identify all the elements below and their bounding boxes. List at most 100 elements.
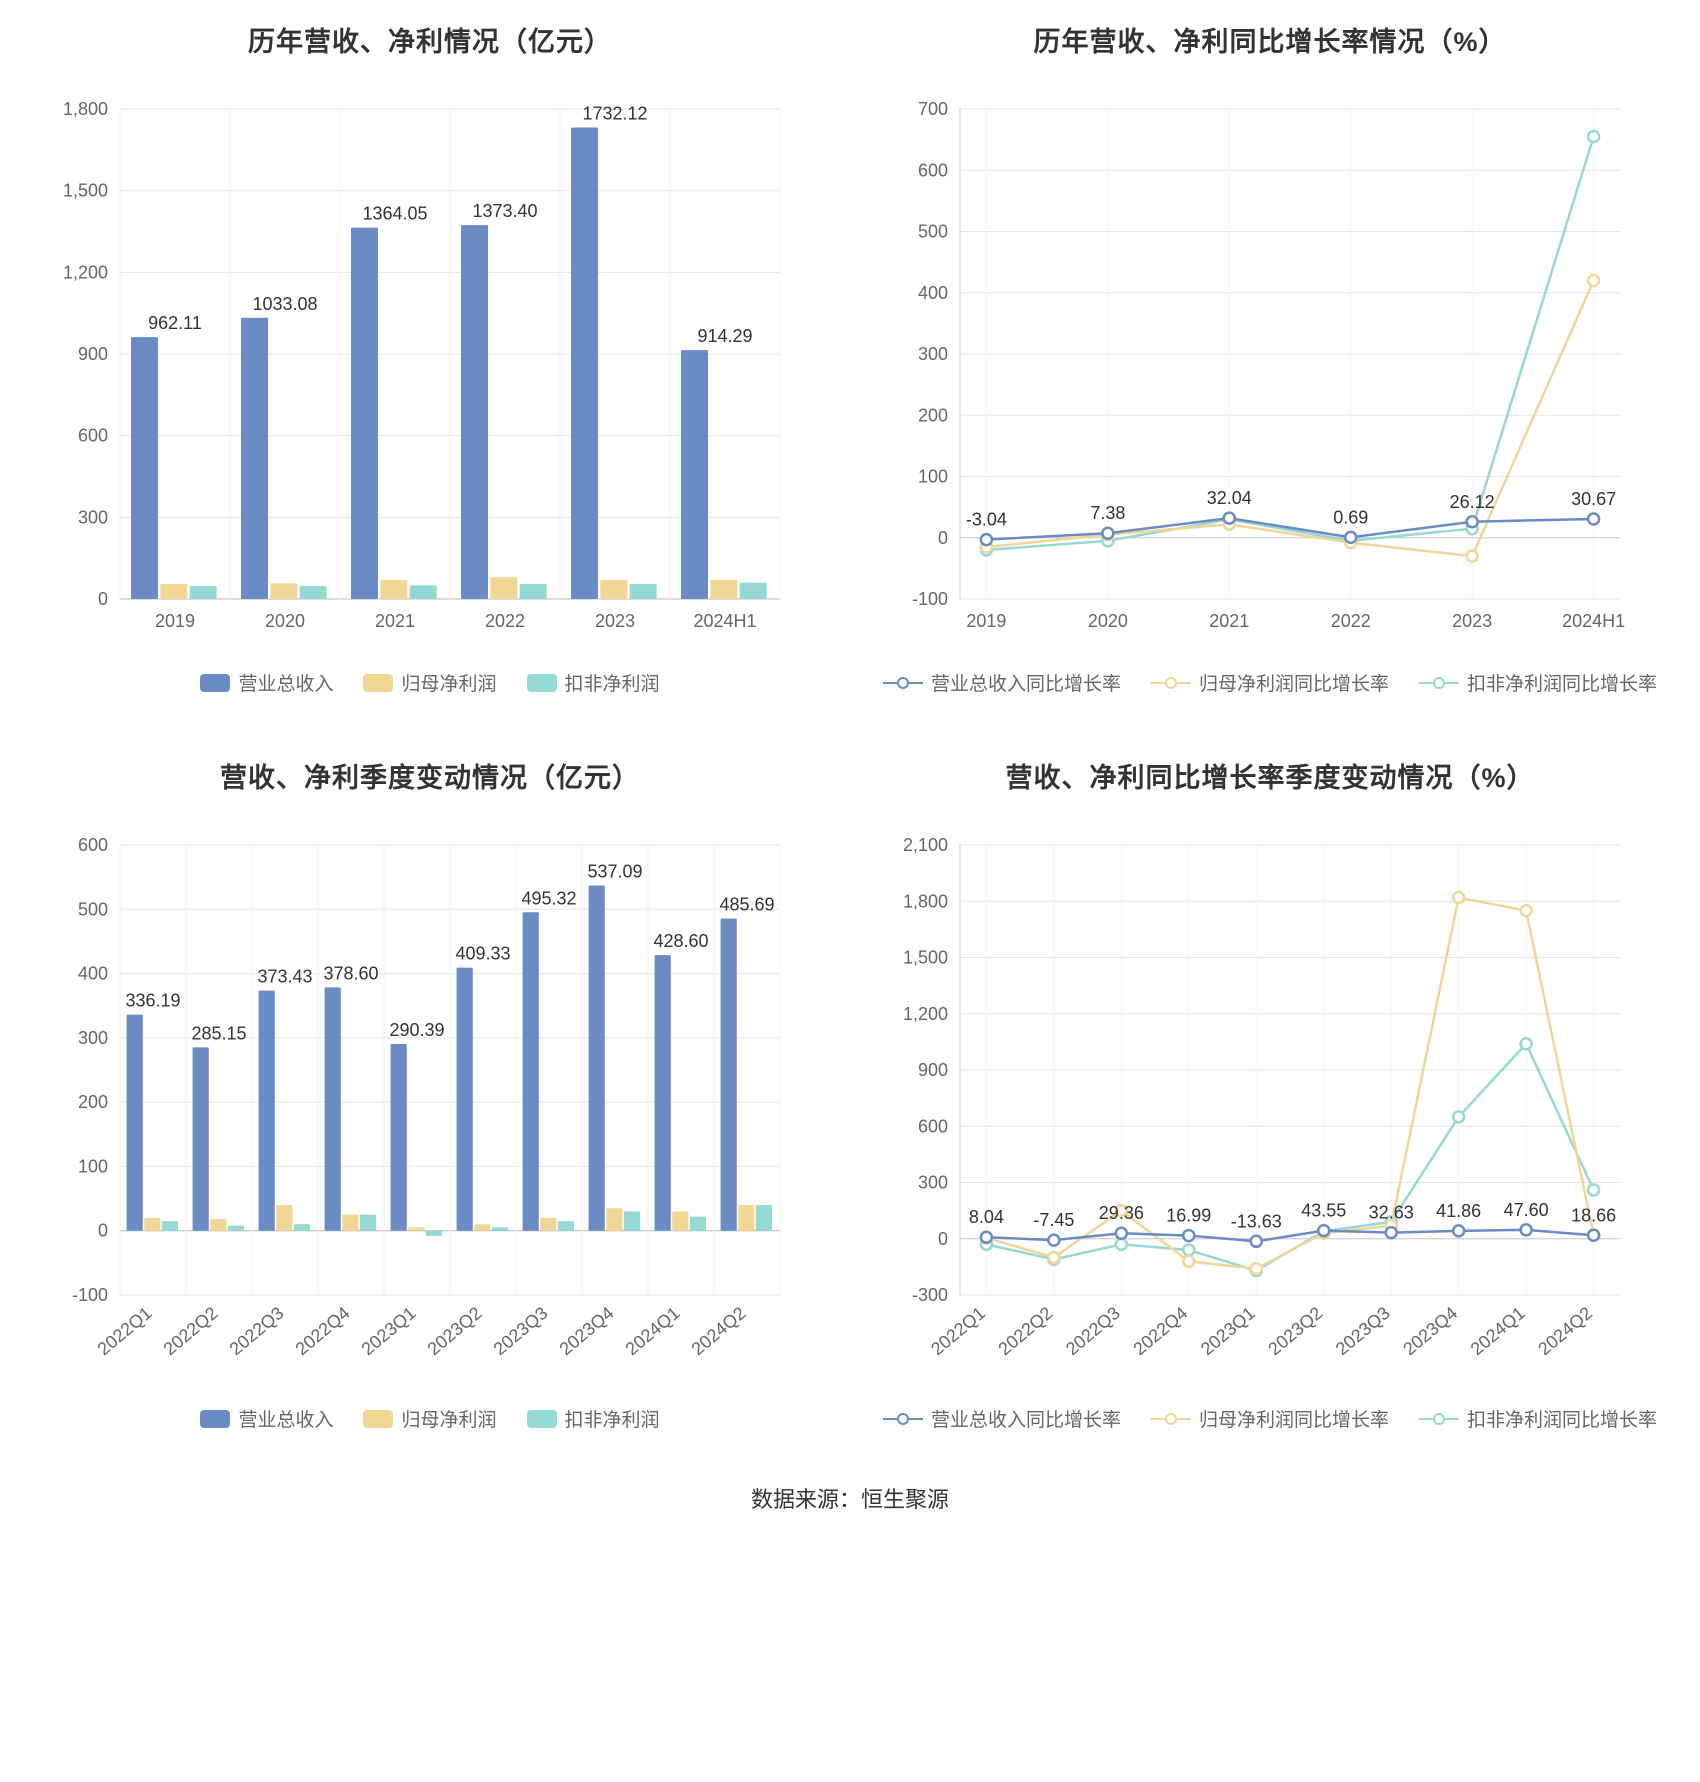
chart-grid: 历年营收、净利情况（亿元） 0 300 600 900 1,200 1,500 1,800 2…: [40, 20, 1660, 1432]
svg-text:378.60: 378.60: [323, 963, 378, 983]
legend-item: 归母净利润同比增长率: [1151, 1405, 1389, 1432]
legend-item: 归母净利润: [363, 669, 496, 696]
svg-text:2022: 2022: [1331, 611, 1371, 631]
panel-tl: 历年营收、净利情况（亿元） 03006009001,2001,5001,8002…: [40, 20, 820, 696]
svg-text:900: 900: [918, 1060, 948, 1080]
svg-text:26.12: 26.12: [1450, 492, 1495, 512]
legend-swatch: [200, 674, 230, 692]
legend-swatch: [1151, 676, 1191, 690]
chart-tl: 03006009001,2001,5001,800201920202021202…: [40, 89, 820, 649]
legend-label: 营业总收入: [238, 1405, 333, 1432]
legend-item: 扣非净利润同比增长率: [1419, 1405, 1657, 1432]
svg-text:1,500: 1,500: [63, 181, 108, 201]
chart-br-svg: -30003006009001,2001,5001,8002,1002022Q1…: [880, 825, 1640, 1385]
svg-text:0.69: 0.69: [1333, 507, 1368, 527]
svg-text:0: 0: [938, 1229, 948, 1249]
svg-text:2023Q2: 2023Q2: [1264, 1303, 1326, 1359]
svg-text:0: 0: [98, 1221, 108, 1241]
legend-label: 扣非净利润同比增长率: [1467, 1405, 1657, 1432]
legend-item: 营业总收入: [200, 669, 333, 696]
legend-label: 扣非净利润同比增长率: [1467, 669, 1657, 696]
chart-title-tr: 历年营收、净利同比增长率情况（%）: [1033, 20, 1506, 59]
svg-text:-13.63: -13.63: [1231, 1211, 1282, 1231]
legend-item: 扣非净利润同比增长率: [1419, 669, 1657, 696]
svg-text:2019: 2019: [155, 611, 195, 631]
legend-swatch: [527, 674, 557, 692]
svg-text:200: 200: [78, 1092, 108, 1112]
legend-label: 归母净利润同比增长率: [1199, 1405, 1389, 1432]
svg-text:1,200: 1,200: [903, 1004, 948, 1024]
chart-tr: -100010020030040050060070020192020202120…: [880, 89, 1660, 649]
legend-item: 扣非净利润: [527, 1405, 660, 1432]
legend-label: 归母净利润: [401, 669, 496, 696]
svg-text:8.04: 8.04: [969, 1207, 1004, 1227]
svg-text:29.36: 29.36: [1099, 1203, 1144, 1223]
svg-text:2020: 2020: [265, 611, 305, 631]
svg-text:16.99: 16.99: [1166, 1206, 1211, 1226]
svg-text:500: 500: [918, 222, 948, 242]
svg-text:0: 0: [938, 528, 948, 548]
svg-text:2022Q1: 2022Q1: [927, 1303, 989, 1359]
svg-text:409.33: 409.33: [455, 944, 510, 964]
panel-br: 营收、净利同比增长率季度变动情况（%） -30003006009001,2001…: [880, 756, 1660, 1432]
svg-text:600: 600: [78, 835, 108, 855]
svg-text:962.11: 962.11: [148, 313, 202, 333]
svg-text:400: 400: [918, 283, 948, 303]
svg-text:300: 300: [78, 1028, 108, 1048]
svg-text:2022Q4: 2022Q4: [1129, 1303, 1191, 1359]
legend-item: 扣非净利润: [527, 669, 660, 696]
chart-tl-svg: 03006009001,2001,5001,800201920202021202…: [40, 89, 800, 649]
svg-text:1033.08: 1033.08: [252, 294, 317, 314]
legend-swatch: [1151, 1412, 1191, 1426]
svg-text:373.43: 373.43: [257, 967, 312, 987]
svg-text:2024Q1: 2024Q1: [1467, 1303, 1529, 1359]
svg-text:285.15: 285.15: [191, 1023, 246, 1043]
svg-text:2023Q4: 2023Q4: [556, 1303, 618, 1359]
svg-text:-7.45: -7.45: [1033, 1210, 1074, 1230]
chart-bl: -10001002003004005006002022Q12022Q22022Q…: [40, 825, 820, 1385]
chart-title-br: 营收、净利同比增长率季度变动情况（%）: [1005, 756, 1534, 795]
legend-br: 营业总收入同比增长率 归母净利润同比增长率 扣非净利润同比增长率: [883, 1405, 1657, 1432]
svg-text:2021: 2021: [1209, 611, 1249, 631]
legend-swatch: [200, 1410, 230, 1428]
legend-label: 扣非净利润: [565, 669, 660, 696]
svg-text:2023Q1: 2023Q1: [358, 1303, 420, 1359]
svg-text:-300: -300: [912, 1285, 948, 1305]
svg-text:485.69: 485.69: [719, 894, 774, 914]
panel-tr: 历年营收、净利同比增长率情况（%） -100010020030040050060…: [880, 20, 1660, 696]
svg-text:18.66: 18.66: [1571, 1205, 1616, 1225]
svg-text:100: 100: [78, 1156, 108, 1176]
legend-swatch: [1419, 1412, 1459, 1426]
legend-label: 营业总收入: [238, 669, 333, 696]
chart-title-tl: 历年营收、净利情况（亿元）: [248, 20, 612, 59]
legend-item: 营业总收入同比增长率: [883, 1405, 1121, 1432]
legend-swatch: [363, 1410, 393, 1428]
svg-text:2024Q1: 2024Q1: [622, 1303, 684, 1359]
svg-text:2022Q3: 2022Q3: [226, 1303, 288, 1359]
svg-text:495.32: 495.32: [521, 888, 576, 908]
svg-text:-100: -100: [72, 1285, 108, 1305]
legend-label: 营业总收入同比增长率: [931, 1405, 1121, 1432]
svg-text:32.63: 32.63: [1369, 1203, 1414, 1223]
svg-text:400: 400: [78, 964, 108, 984]
svg-text:537.09: 537.09: [587, 861, 642, 881]
svg-text:914.29: 914.29: [697, 326, 752, 346]
svg-text:1,800: 1,800: [63, 99, 108, 119]
legend-tr: 营业总收入同比增长率归母净利润同比增长率扣非净利润同比增长率: [883, 669, 1657, 696]
legend-label: 归母净利润: [401, 1405, 496, 1432]
legend-item: 营业总收入: [200, 1405, 333, 1432]
svg-text:2020: 2020: [1088, 611, 1128, 631]
svg-text:2023Q3: 2023Q3: [490, 1303, 552, 1359]
svg-text:500: 500: [78, 899, 108, 919]
svg-text:1373.40: 1373.40: [472, 201, 537, 221]
legend-tl: 营业总收入 归母净利润 扣非净利润: [200, 669, 659, 696]
svg-text:2022Q2: 2022Q2: [160, 1303, 222, 1359]
svg-text:200: 200: [918, 405, 948, 425]
chart-title-bl: 营收、净利季度变动情况（亿元）: [220, 756, 640, 795]
svg-text:2022Q3: 2022Q3: [1062, 1303, 1124, 1359]
svg-text:600: 600: [918, 1116, 948, 1136]
svg-text:1732.12: 1732.12: [582, 103, 647, 123]
svg-text:32.04: 32.04: [1207, 488, 1252, 508]
svg-text:300: 300: [78, 507, 108, 527]
svg-text:900: 900: [78, 344, 108, 364]
